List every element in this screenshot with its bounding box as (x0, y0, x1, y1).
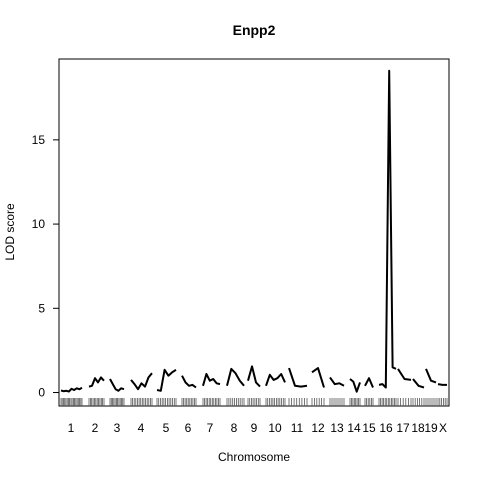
x-tick-label: 16 (379, 421, 393, 435)
lod-line-chr-10 (265, 373, 286, 387)
x-tick-label: 13 (330, 421, 344, 435)
marker-rug (60, 398, 448, 406)
lod-line-chr-X (437, 383, 447, 386)
x-tick-label: 9 (251, 421, 258, 435)
lod-line-chr-16 (378, 69, 397, 389)
x-tick-label: 1 (68, 421, 75, 435)
lod-line-chr-1 (60, 386, 83, 393)
y-tick-label: 0 (38, 386, 45, 400)
x-axis: 1 2 3 4 5 6 7 8 9 10 11 12 13 14 15 16 17 18 19 X (68, 421, 447, 435)
x-tick-label: 19 (424, 421, 438, 435)
lod-line-chr-13 (329, 376, 345, 387)
x-tick-label: 12 (311, 421, 325, 435)
y-tick-label: 10 (32, 217, 46, 231)
lod-line-chr-6 (181, 375, 197, 389)
lod-line-chr-9 (247, 365, 261, 388)
lod-line-chr-14 (349, 378, 361, 393)
y-axis-label: LOD score (3, 203, 17, 261)
plot-frame (58, 58, 450, 407)
x-tick-label: 5 (163, 421, 170, 435)
lod-line-chr-3 (109, 378, 125, 392)
x-axis-label: Chromosome (218, 450, 290, 464)
x-tick-label: 2 (92, 421, 99, 435)
x-tick-label: 3 (114, 421, 121, 435)
x-tick-label: 7 (207, 421, 214, 435)
lod-line-chr-19 (425, 368, 437, 384)
x-tick-label: 8 (231, 421, 238, 435)
y-axis: 0 5 10 15 (32, 133, 59, 400)
x-tick-label: 10 (268, 421, 282, 435)
x-tick-label: 6 (185, 421, 192, 435)
x-tick-label: 17 (396, 421, 410, 435)
lod-line-chr-8 (226, 367, 245, 387)
y-tick-label: 15 (32, 133, 46, 147)
lod-line-chr-17 (397, 368, 412, 381)
x-tick-label: 15 (362, 421, 376, 435)
x-tick-label: X (439, 421, 447, 435)
x-tick-label: 18 (411, 421, 425, 435)
lod-line-chr-2 (88, 376, 105, 388)
lod-line-chr-18 (412, 378, 425, 389)
chart-title: Enpp2 (233, 22, 276, 38)
lod-line-chr-11 (288, 367, 308, 388)
lod-line-chr-12 (311, 367, 325, 388)
x-tick-label: 14 (347, 421, 361, 435)
lod-line-chr-7 (202, 373, 221, 387)
x-tick-label: 11 (291, 421, 304, 435)
y-tick-label: 5 (38, 301, 45, 315)
x-tick-label: 4 (138, 421, 145, 435)
lod-line-chr-15 (364, 377, 374, 388)
lod-series (60, 69, 447, 393)
lod-line-chr-5 (156, 368, 177, 392)
lod-line-chr-4 (130, 372, 153, 391)
